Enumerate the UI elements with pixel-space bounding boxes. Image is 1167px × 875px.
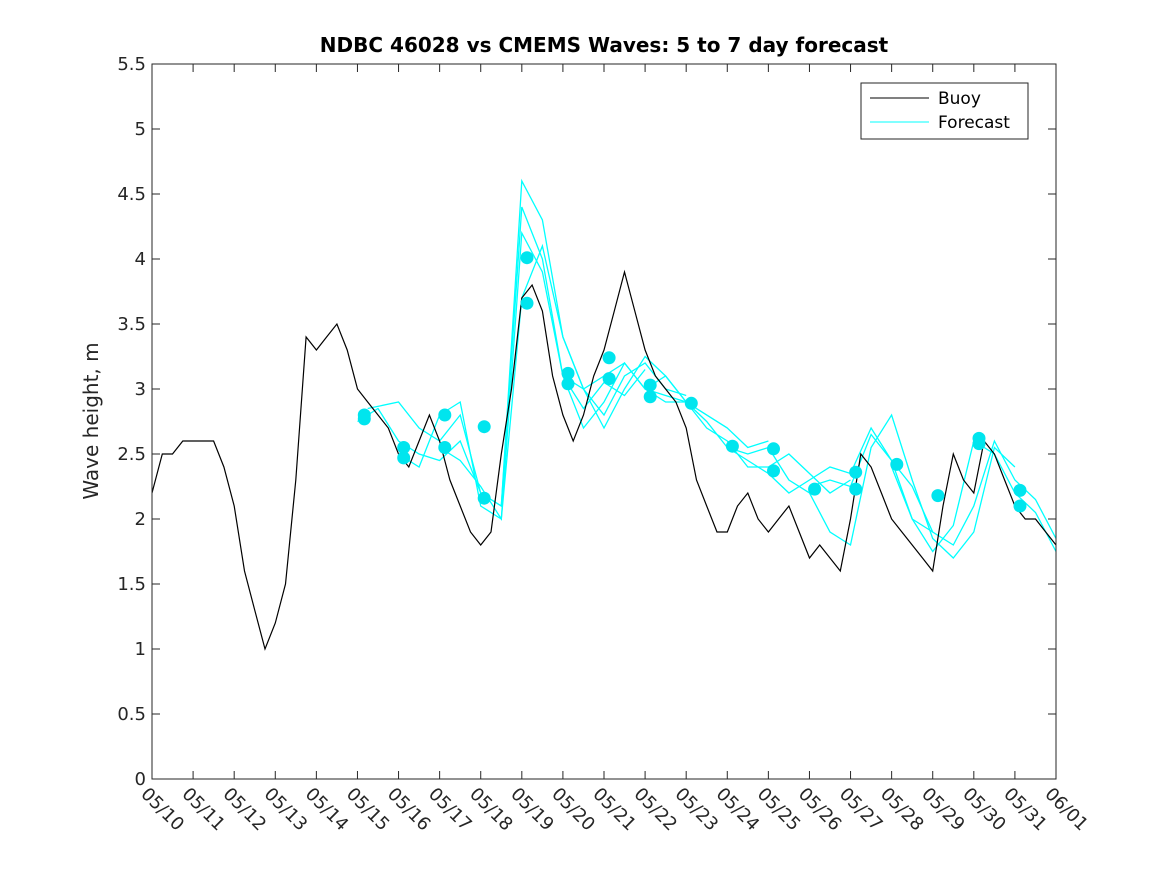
forecast-marker (1013, 483, 1027, 497)
forecast-line-2 (367, 178, 687, 508)
legend-buoy-label: Buoy (938, 89, 981, 109)
y-tick-label: 4.5 (117, 184, 146, 205)
y-tick-label: 4 (135, 249, 146, 270)
forecast-marker (972, 437, 986, 451)
forecast-marker (849, 465, 863, 479)
forecast-marker (767, 442, 780, 456)
legend: Buoy Forecast (860, 82, 1029, 140)
plot-markers (357, 251, 1027, 513)
forecast-marker (520, 251, 534, 265)
y-tick-label: 0 (135, 769, 146, 790)
forecast-marker (397, 451, 411, 465)
forecast-marker (849, 482, 863, 496)
forecast-marker (357, 412, 371, 426)
forecast-marker (397, 441, 411, 454)
y-tick-label: 0.5 (117, 704, 146, 725)
forecast-marker (602, 351, 616, 365)
forecast-marker (520, 296, 534, 310)
y-tick-label: 5 (135, 119, 146, 140)
forecast-marker (1013, 499, 1027, 513)
y-tick-label: 1.5 (117, 574, 146, 595)
forecast-line-5 (562, 362, 851, 494)
forecast-marker (725, 439, 739, 453)
forecast-marker (602, 372, 616, 386)
legend-box (860, 82, 1029, 140)
forecast-marker (477, 491, 491, 505)
forecast-marker (438, 408, 452, 422)
forecast-marker (767, 464, 780, 478)
buoy-line (152, 269, 1056, 651)
forecast-marker (643, 378, 657, 392)
y-tick-label: 5.5 (117, 54, 146, 75)
forecast-marker (438, 441, 452, 454)
forecast-marker (643, 390, 657, 404)
forecast-marker (561, 377, 575, 391)
chart-title: NDBC 46028 vs CMEMS Waves: 5 to 7 day fo… (320, 33, 889, 57)
forecast-marker (561, 366, 575, 380)
y-tick-label: 2 (135, 509, 146, 530)
forecast-marker (808, 482, 822, 496)
legend-forecast-label: Forecast (938, 113, 1010, 133)
forecast-marker (931, 489, 945, 503)
y-tick-label: 2.5 (117, 444, 146, 465)
y-tick-label: 3.5 (117, 314, 146, 335)
forecast-marker (890, 457, 904, 471)
forecast-marker (684, 396, 698, 410)
forecast-line-7 (727, 413, 1016, 559)
forecast-marker (477, 420, 491, 434)
y-tick-label: 1 (135, 639, 146, 660)
y-tick-label: 3 (135, 379, 146, 400)
y-axis-label: Wave height, m (79, 342, 103, 499)
